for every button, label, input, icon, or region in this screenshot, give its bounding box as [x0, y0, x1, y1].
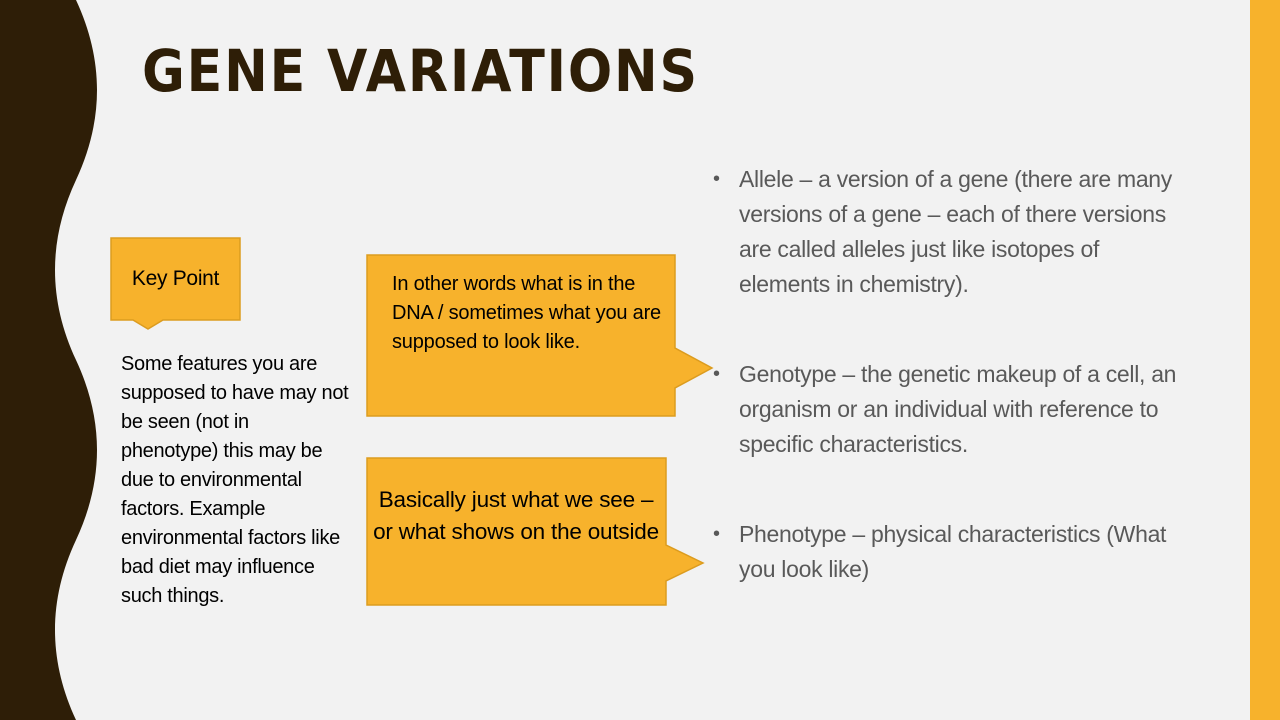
left-wave-band — [0, 0, 97, 720]
bullet-genotype: • Genotype – the genetic makeup of a cel… — [713, 357, 1193, 462]
side-note-text: Some features you are supposed to have m… — [121, 353, 349, 607]
right-accent-bar — [1250, 0, 1280, 720]
slide-title: GENE VARIATIONS — [142, 37, 699, 105]
dna-callout-shape — [366, 254, 714, 417]
see-callout-shape — [366, 457, 705, 606]
bullet-phenotype: • Phenotype – physical characteristics (… — [713, 517, 1193, 587]
bullet-marker: • — [713, 363, 720, 385]
see-callout-text: Basically just what we see – or what sho… — [373, 487, 659, 544]
bullet-marker: • — [713, 523, 720, 545]
key-point-label: Key Point — [131, 267, 220, 290]
bullet-marker: • — [713, 168, 720, 190]
bullet-allele-text: Allele – a version of a gene (there are … — [739, 166, 1172, 297]
dna-callout-text: In other words what is in the DNA / some… — [392, 273, 661, 353]
key-point-callout-shape — [110, 237, 241, 330]
left-wave-shape — [0, 0, 97, 720]
bullet-allele: • Allele – a version of a gene (there ar… — [713, 162, 1193, 302]
bullet-genotype-text: Genotype – the genetic makeup of a cell,… — [739, 361, 1177, 457]
bullet-phenotype-text: Phenotype – physical characteristics (Wh… — [739, 521, 1167, 582]
